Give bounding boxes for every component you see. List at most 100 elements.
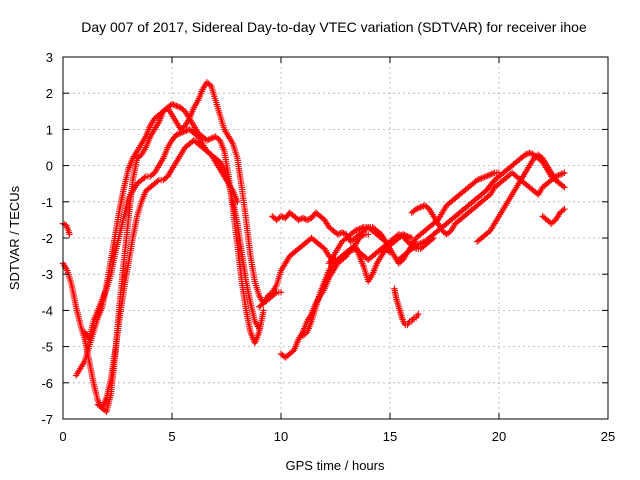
y-tick-label: 3 xyxy=(46,50,53,65)
series-arc-5 xyxy=(94,137,241,412)
y-tick-label: 1 xyxy=(46,122,53,137)
y-tick-label: 0 xyxy=(46,159,53,174)
data-point xyxy=(343,249,350,256)
data-point xyxy=(354,226,362,233)
data-point xyxy=(485,172,493,179)
data-point xyxy=(299,214,306,222)
y-tick-label: -1 xyxy=(41,195,53,210)
data-point xyxy=(487,171,494,178)
y-tick-label: -5 xyxy=(41,340,53,355)
data-point xyxy=(357,225,365,232)
y-tick-label: -4 xyxy=(41,303,53,318)
data-point xyxy=(180,128,187,136)
data-point xyxy=(301,215,308,222)
series-arc-13 xyxy=(408,169,568,238)
data-point xyxy=(296,216,304,223)
data-point xyxy=(365,231,372,238)
data-point xyxy=(170,101,177,108)
data-point xyxy=(356,225,363,233)
data-point xyxy=(173,102,180,110)
x-tick-label: 10 xyxy=(274,429,288,444)
data-point xyxy=(359,232,366,239)
data-point xyxy=(555,179,562,186)
data-point xyxy=(481,173,488,181)
data-point xyxy=(527,150,535,157)
series-arc-10 xyxy=(325,169,503,267)
data-point xyxy=(181,128,189,135)
data-point xyxy=(479,174,487,181)
series-arc-11 xyxy=(391,285,422,329)
data-point xyxy=(303,216,311,224)
data-point xyxy=(184,126,192,134)
x-tick-label: 15 xyxy=(383,429,397,444)
data-point xyxy=(359,224,366,231)
data-point xyxy=(556,171,564,178)
data-point xyxy=(256,325,263,332)
data-point xyxy=(295,216,302,224)
data-point xyxy=(205,136,212,143)
data-point xyxy=(173,131,180,139)
data-point xyxy=(174,131,182,138)
data-point xyxy=(277,289,285,296)
data-point xyxy=(277,213,285,220)
data-point xyxy=(176,130,183,137)
data-point xyxy=(203,137,211,144)
series-arc-14 xyxy=(474,151,564,245)
data-point xyxy=(484,172,491,180)
data-point xyxy=(305,216,312,223)
data-point xyxy=(206,81,213,88)
data-point xyxy=(66,231,73,238)
data-point xyxy=(414,241,421,248)
data-point xyxy=(475,176,482,183)
data-point xyxy=(395,231,402,238)
chart-title: Day 007 of 2017, Sidereal Day-to-day VTE… xyxy=(81,19,587,35)
data-point xyxy=(340,229,347,237)
data-point xyxy=(353,226,360,234)
y-tick-label: -3 xyxy=(41,267,53,282)
data-point xyxy=(526,149,533,157)
data-point xyxy=(558,170,565,178)
data-point xyxy=(344,248,352,256)
data-point xyxy=(351,227,359,234)
y-axis-label: SDTVAR / TECUs xyxy=(7,185,22,290)
data-point xyxy=(561,184,568,191)
data-point xyxy=(347,247,354,254)
data-point xyxy=(178,129,186,136)
y-tick-label: -2 xyxy=(41,231,53,246)
data-point xyxy=(338,229,346,236)
data-point xyxy=(396,231,404,239)
data-point xyxy=(208,135,215,142)
data-point xyxy=(417,240,424,247)
data-point xyxy=(415,310,422,318)
data-point xyxy=(350,246,357,253)
data-point xyxy=(168,100,176,108)
y-tick-label: -7 xyxy=(41,412,53,427)
y-tick-label: 2 xyxy=(46,86,53,101)
data-point xyxy=(417,204,424,211)
x-tick-label: 20 xyxy=(492,429,506,444)
x-axis-label: GPS time / hours xyxy=(286,458,385,473)
data-point xyxy=(206,135,213,143)
data-point xyxy=(405,233,413,240)
y-tick-label: -6 xyxy=(41,376,53,391)
data-point xyxy=(414,205,421,212)
data-point xyxy=(488,170,495,178)
x-tick-label: 0 xyxy=(59,429,66,444)
series-arc-7 xyxy=(256,234,394,310)
data-point xyxy=(415,204,423,212)
data-point xyxy=(415,240,423,248)
data-point xyxy=(521,151,529,158)
data-point xyxy=(523,150,530,158)
data-point xyxy=(476,175,484,183)
data-point xyxy=(210,134,218,141)
data-point xyxy=(478,175,485,182)
data-point xyxy=(171,102,179,109)
grid xyxy=(63,57,608,419)
data-point xyxy=(482,173,490,180)
data-point xyxy=(556,180,564,187)
data-point xyxy=(474,176,481,184)
data-point xyxy=(154,178,161,185)
data-point xyxy=(407,234,414,241)
data-point xyxy=(141,174,148,181)
data-point xyxy=(335,230,343,237)
